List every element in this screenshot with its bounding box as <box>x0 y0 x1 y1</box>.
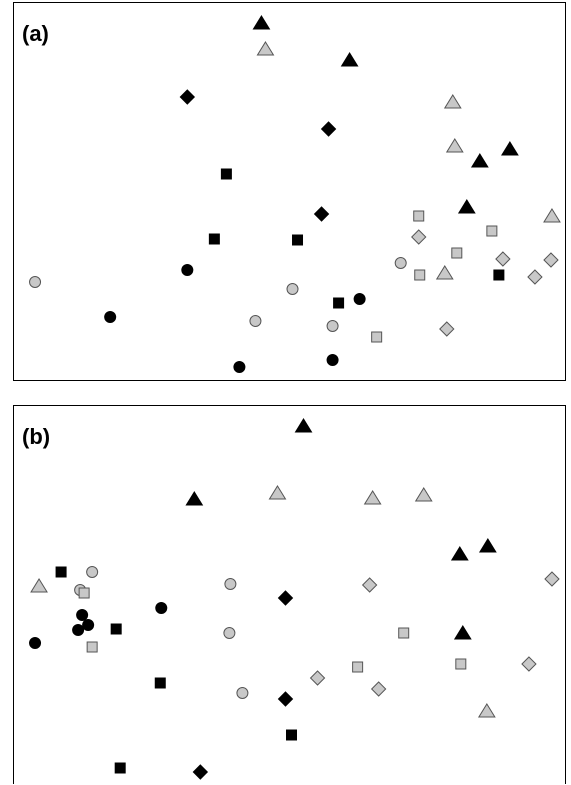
square-gray-point <box>371 331 383 343</box>
square-black-point <box>220 168 232 180</box>
diamond-gray-point <box>309 670 326 686</box>
square-gray-point <box>78 587 90 599</box>
triangle-gray-point <box>363 490 382 505</box>
triangle-gray-point <box>443 94 462 109</box>
circle-gray-point <box>224 578 237 590</box>
diamond-black-point <box>192 764 209 780</box>
triangle-gray-point <box>445 138 464 153</box>
square-black-point <box>55 566 67 578</box>
triangle-gray-point <box>435 265 454 280</box>
panel-label-a: (a) <box>22 21 49 46</box>
scatter-plot-b <box>29 418 560 780</box>
triangle-gray-point <box>268 485 287 500</box>
diamond-gray-point <box>370 681 387 697</box>
circle-black-point <box>76 609 89 621</box>
square-gray-point <box>413 210 425 222</box>
triangle-gray-point <box>256 41 275 56</box>
triangle-gray-point <box>477 703 496 718</box>
triangle-black-point <box>450 546 469 561</box>
circle-gray-point <box>29 276 42 288</box>
square-black-point <box>286 729 298 741</box>
square-black-point <box>110 623 122 635</box>
scatter-panel-b: (b) <box>13 405 566 784</box>
triangle-gray-point <box>543 208 561 223</box>
circle-gray-point <box>249 315 262 327</box>
triangle-black-point <box>185 491 204 506</box>
square-black-point <box>208 233 220 245</box>
triangle-gray-point <box>414 487 433 502</box>
triangle-black-point <box>470 153 489 168</box>
circle-black-point <box>72 624 85 636</box>
square-gray-point <box>455 658 467 670</box>
square-gray-point <box>486 225 498 237</box>
diamond-black-point <box>277 590 294 606</box>
diamond-gray-point <box>544 571 560 587</box>
circle-black-point <box>181 264 194 276</box>
circle-gray-point <box>223 627 236 639</box>
square-black-point <box>154 677 166 689</box>
circle-black-point <box>82 619 95 631</box>
circle-gray-point <box>326 320 339 332</box>
circle-black-point <box>104 311 117 323</box>
circle-gray-point <box>394 257 407 269</box>
diamond-gray-point <box>361 577 378 593</box>
circle-gray-point <box>236 687 249 699</box>
diamond-gray-point <box>439 321 455 337</box>
square-gray-point <box>86 641 98 653</box>
diamond-gray-point <box>495 251 511 267</box>
triangle-black-point <box>252 15 271 30</box>
circle-gray-point <box>286 283 299 295</box>
diamond-black-point <box>313 206 330 222</box>
triangle-black-point <box>457 199 476 214</box>
diamond-black-point <box>277 691 294 707</box>
diamond-gray-point <box>521 656 537 672</box>
circle-black-point <box>353 293 366 305</box>
diamond-black-point <box>320 121 337 137</box>
circle-black-point <box>155 602 168 614</box>
square-gray-point <box>352 661 364 673</box>
square-gray-point <box>451 247 463 259</box>
scatter-plot-a <box>29 15 561 373</box>
square-gray-point <box>414 269 426 281</box>
panel-label-b: (b) <box>22 424 51 449</box>
diamond-black-point <box>179 89 196 105</box>
triangle-black-point <box>340 52 359 67</box>
square-gray-point <box>398 627 410 639</box>
scatter-panel-a: (a) <box>13 2 566 381</box>
diamond-gray-point <box>411 229 427 245</box>
triangle-black-point <box>453 625 472 640</box>
triangle-black-point <box>501 141 519 156</box>
square-black-point <box>292 234 304 246</box>
circle-gray-point <box>86 566 99 578</box>
triangle-gray-point <box>30 578 48 593</box>
diamond-gray-point <box>527 269 543 285</box>
circle-black-point <box>326 354 339 366</box>
circle-black-point <box>233 361 246 373</box>
triangle-black-point <box>478 538 497 553</box>
diamond-gray-point <box>543 252 559 268</box>
triangle-black-point <box>294 418 313 433</box>
square-black-point <box>333 297 345 309</box>
square-black-point <box>493 269 505 281</box>
square-black-point <box>114 762 126 774</box>
circle-black-point <box>29 637 42 649</box>
